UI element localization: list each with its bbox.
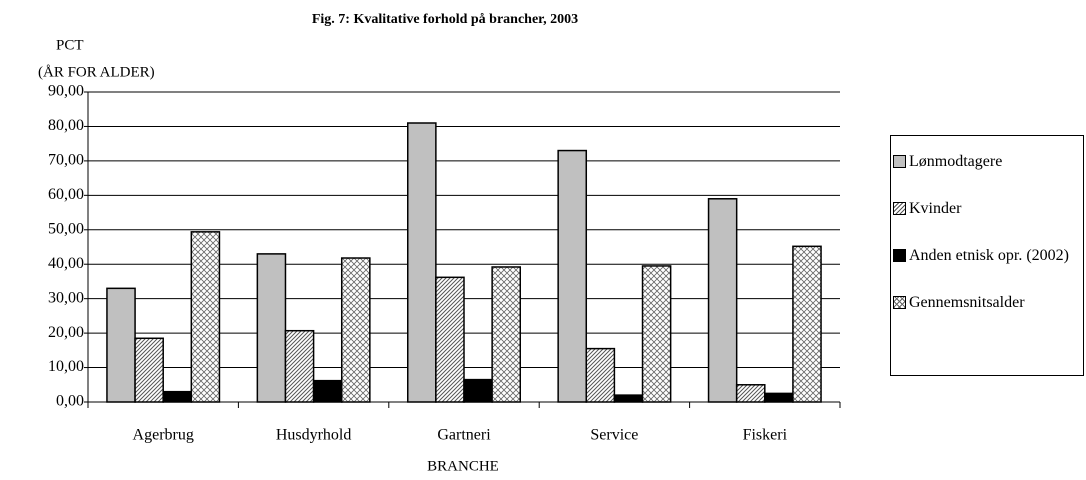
legend-swatch (893, 202, 906, 215)
bar (256, 253, 287, 403)
bar (585, 347, 616, 403)
bar (435, 276, 465, 403)
legend-swatch (893, 155, 906, 168)
y-tick-label: 30,00 (48, 289, 84, 306)
legend-label: Lønmodtagere (909, 153, 1003, 170)
y-tick-label: 0,00 (56, 393, 84, 410)
x-tick-label: Gartneri (437, 427, 491, 444)
bar (764, 392, 794, 403)
y-tick-label: 70,00 (48, 152, 84, 169)
legend-item: Kvinder (891, 197, 1083, 220)
x-tick-label: Fiskeri (743, 427, 788, 444)
bar (641, 265, 672, 403)
x-axis-label: BRANCHE (427, 458, 499, 474)
bar (134, 337, 164, 403)
legend-item: Gennemsnitsalder (891, 291, 1083, 314)
bar (340, 257, 371, 403)
chart-title: Fig. 7: Kvalitative forhold på brancher,… (312, 12, 578, 27)
y-tick-label: 80,00 (48, 117, 84, 134)
legend-item: Anden etnisk opr. (2002) (891, 244, 1083, 267)
legend-item: Lønmodtagere (891, 150, 1083, 173)
y-tick-label: 60,00 (48, 186, 84, 203)
legend-label: Gennemsnitsalder (909, 294, 1025, 311)
bar (106, 287, 136, 403)
bar (557, 149, 588, 403)
y-tick-label: 90,00 (48, 83, 84, 100)
bar (284, 329, 315, 403)
y-axis-label: PCT (56, 37, 84, 53)
bar (463, 378, 493, 403)
y-tick-label: 50,00 (48, 220, 84, 237)
legend-label: Kvinder (909, 200, 962, 217)
bar (407, 122, 437, 403)
bar (162, 390, 193, 403)
y-tick-label: 40,00 (48, 255, 84, 272)
legend-label: Anden etnisk opr. (2002) (909, 247, 1069, 264)
legend-swatch (893, 249, 906, 262)
legend: Lønmodtagere Kvinder Anden etnisk opr. (20… (890, 135, 1084, 376)
bar (707, 198, 738, 403)
legend-swatch (893, 296, 906, 309)
bar (735, 384, 766, 403)
x-tick-label: Husdyrhold (276, 427, 352, 444)
x-tick-label: Agerbrug (133, 427, 194, 444)
x-tick-label: Service (590, 427, 638, 444)
chart: Fig. 7: Kvalitative forhold på brancher,… (38, 12, 841, 474)
bar (312, 379, 343, 403)
y-axis-label: (ÅR FOR ALDER) (38, 64, 155, 80)
bar (190, 231, 221, 403)
y-tick-label: 20,00 (48, 324, 84, 341)
bar (613, 394, 644, 403)
bar (792, 245, 822, 403)
y-tick-label: 10,00 (48, 358, 84, 375)
bar (491, 266, 521, 403)
